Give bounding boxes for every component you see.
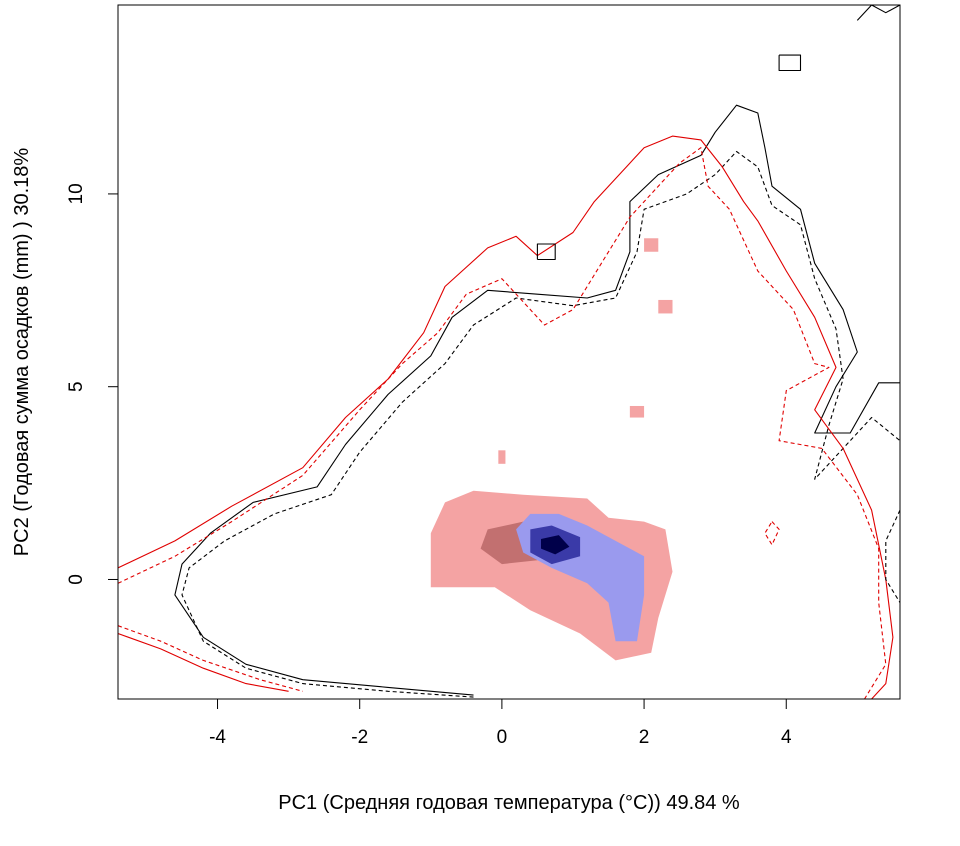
- y-tick-label: 10: [66, 183, 87, 204]
- x-axis-title: PC1 (Средняя годовая температура (°C)) 4…: [278, 792, 740, 814]
- niche-contours: [118, 5, 900, 699]
- y-axis: 0 5 10: [66, 183, 119, 585]
- density-pixel-4: [658, 299, 673, 314]
- density-pixel-1: [498, 450, 506, 464]
- contour-red-dashed-lower: [118, 625, 303, 692]
- contour-black-island-3: [536, 243, 556, 261]
- density-region-blue-peak: [541, 535, 570, 555]
- contour-black-right-edge: [885, 509, 900, 603]
- y-axis-title: PC2 (Годовая сумма осадков (mm) ) 30.18%: [11, 148, 33, 557]
- contour-red-solid: [118, 135, 894, 699]
- x-tick-label: 0: [497, 727, 508, 748]
- contour-black-solid: [174, 104, 900, 696]
- contour-red-dashed: [118, 147, 887, 699]
- contour-black-dashed: [181, 150, 900, 698]
- density-pixel-3: [644, 238, 659, 252]
- density-regions: [430, 238, 673, 661]
- contour-red-solid-lower: [118, 632, 289, 692]
- y-tick-label: 0: [66, 574, 87, 585]
- x-tick-label: -4: [209, 727, 226, 748]
- contour-red-island: [764, 521, 780, 546]
- density-pixel-2: [629, 405, 645, 418]
- contour-black-island-2: [778, 54, 802, 72]
- x-tick-label: 4: [781, 727, 792, 748]
- x-tick-label: 2: [639, 727, 650, 748]
- y-tick-label: 5: [66, 381, 87, 392]
- x-tick-label: -2: [351, 727, 368, 748]
- x-axis: -4 -2 0 2 4: [209, 698, 792, 748]
- contour-black-island-1: [856, 5, 900, 21]
